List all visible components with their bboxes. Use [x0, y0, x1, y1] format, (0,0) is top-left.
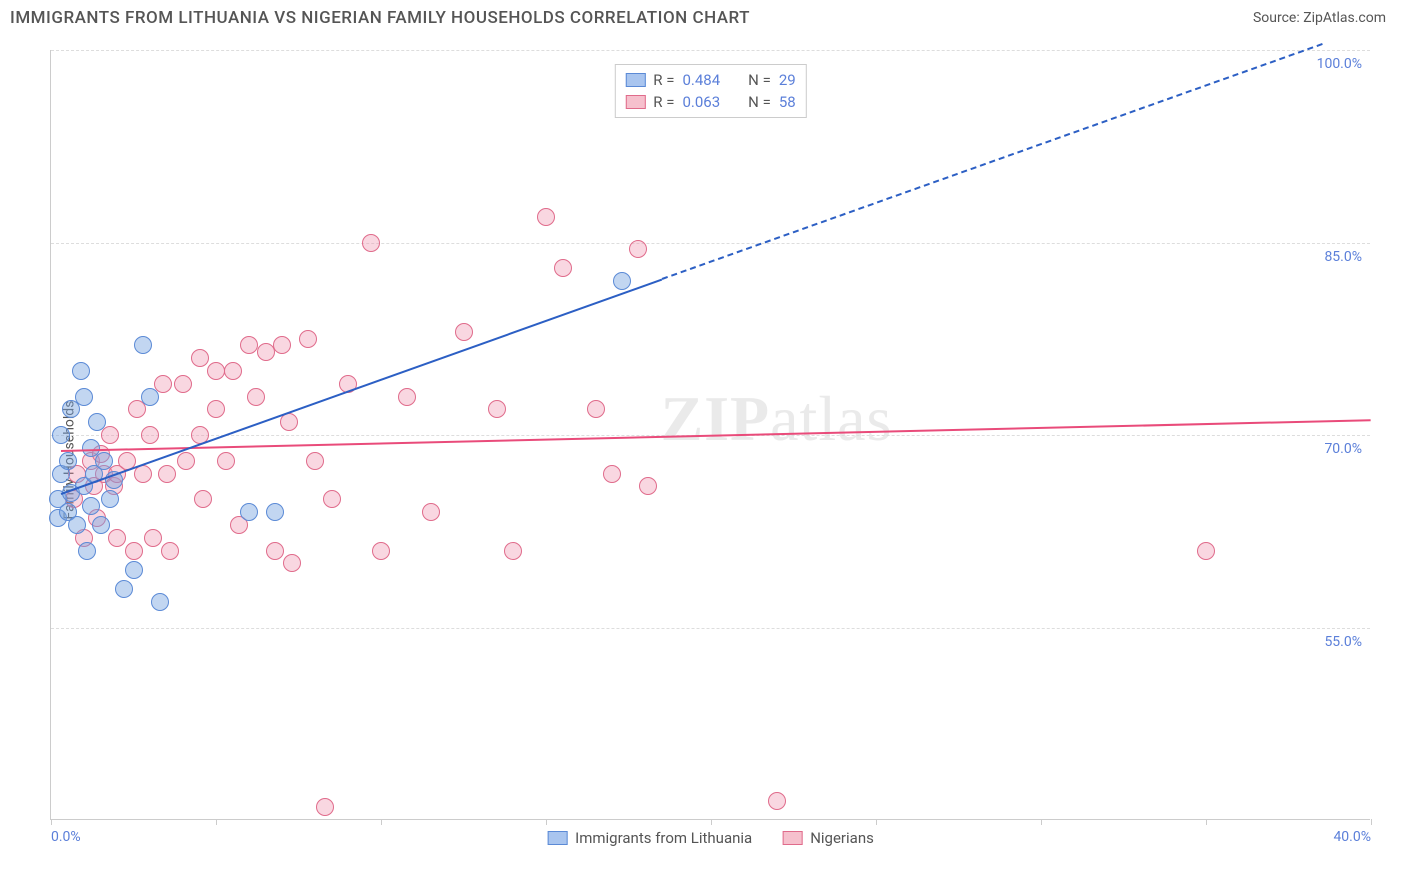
- scatter-point: [504, 542, 522, 560]
- scatter-point: [266, 542, 284, 560]
- scatter-point: [316, 798, 334, 816]
- scatter-point: [587, 400, 605, 418]
- scatter-point: [273, 336, 291, 354]
- scatter-point: [554, 259, 572, 277]
- scatter-point: [455, 323, 473, 341]
- scatter-point: [283, 554, 301, 572]
- x-tick: [1371, 819, 1372, 825]
- scatter-point: [52, 426, 70, 444]
- scatter-point: [207, 362, 225, 380]
- scatter-point: [1197, 542, 1215, 560]
- scatter-point: [362, 234, 380, 252]
- y-tick-label: 85.0%: [1324, 249, 1362, 265]
- scatter-point: [158, 465, 176, 483]
- x-tick: [546, 819, 547, 825]
- scatter-point: [134, 336, 152, 354]
- scatter-point: [144, 529, 162, 547]
- scatter-point: [115, 580, 133, 598]
- scatter-point: [422, 503, 440, 521]
- scatter-point: [78, 542, 96, 560]
- scatter-point: [247, 388, 265, 406]
- scatter-point: [174, 375, 192, 393]
- scatter-point: [207, 400, 225, 418]
- swatch-pink-2: [782, 831, 802, 845]
- scatter-point: [217, 452, 235, 470]
- y-tick-label: 55.0%: [1324, 634, 1362, 650]
- scatter-point: [613, 272, 631, 290]
- x-tick: [51, 819, 52, 825]
- plot-region: ZIPatlas R = 0.484 N = 29 R = 0.063 N = …: [50, 50, 1370, 820]
- scatter-point: [240, 503, 258, 521]
- scatter-point: [108, 529, 126, 547]
- gridline: [51, 50, 1370, 51]
- gridline: [51, 628, 1370, 629]
- scatter-point: [639, 477, 657, 495]
- scatter-point: [59, 452, 77, 470]
- scatter-point: [224, 362, 242, 380]
- gridline: [51, 243, 1370, 244]
- legend-item-pink: Nigerians: [782, 829, 874, 847]
- x-tick-label: 40.0%: [1333, 829, 1371, 845]
- scatter-point: [537, 208, 555, 226]
- scatter-point: [151, 593, 169, 611]
- scatter-point: [266, 503, 284, 521]
- legend-correlation: R = 0.484 N = 29 R = 0.063 N = 58: [614, 64, 806, 118]
- x-tick: [1206, 819, 1207, 825]
- chart-area: Family Households ZIPatlas R = 0.484 N =…: [10, 40, 1396, 880]
- legend-series: Immigrants from Lithuania Nigerians: [547, 829, 874, 847]
- scatter-point: [257, 343, 275, 361]
- legend-row-pink: R = 0.063 N = 58: [625, 91, 795, 113]
- swatch-blue: [625, 73, 645, 87]
- legend-row-blue: R = 0.484 N = 29: [625, 69, 795, 91]
- scatter-point: [125, 561, 143, 579]
- chart-title: IMMIGRANTS FROM LITHUANIA VS NIGERIAN FA…: [10, 8, 750, 28]
- x-tick-label: 0.0%: [51, 829, 81, 845]
- scatter-point: [191, 349, 209, 367]
- scatter-point: [88, 413, 106, 431]
- scatter-point: [82, 497, 100, 515]
- scatter-point: [161, 542, 179, 560]
- scatter-point: [101, 426, 119, 444]
- scatter-point: [372, 542, 390, 560]
- x-tick: [876, 819, 877, 825]
- chart-source: Source: ZipAtlas.com: [1253, 10, 1386, 26]
- scatter-point: [101, 490, 119, 508]
- chart-header: IMMIGRANTS FROM LITHUANIA VS NIGERIAN FA…: [0, 0, 1406, 36]
- x-tick: [711, 819, 712, 825]
- scatter-point: [603, 465, 621, 483]
- swatch-blue-2: [547, 831, 567, 845]
- y-tick-label: 70.0%: [1324, 441, 1362, 457]
- scatter-point: [125, 542, 143, 560]
- x-tick: [1041, 819, 1042, 825]
- scatter-point: [75, 388, 93, 406]
- scatter-point: [68, 516, 86, 534]
- scatter-point: [72, 362, 90, 380]
- x-tick: [381, 819, 382, 825]
- scatter-point: [95, 452, 113, 470]
- scatter-point: [141, 426, 159, 444]
- scatter-point: [141, 388, 159, 406]
- y-tick-label: 100.0%: [1317, 56, 1362, 72]
- scatter-point: [177, 452, 195, 470]
- scatter-point: [488, 400, 506, 418]
- scatter-point: [398, 388, 416, 406]
- scatter-point: [299, 330, 317, 348]
- swatch-pink: [625, 95, 645, 109]
- watermark: ZIPatlas: [660, 382, 892, 456]
- scatter-point: [194, 490, 212, 508]
- scatter-point: [240, 336, 258, 354]
- scatter-point: [768, 792, 786, 810]
- scatter-point: [92, 516, 110, 534]
- legend-item-blue: Immigrants from Lithuania: [547, 829, 752, 847]
- scatter-point: [323, 490, 341, 508]
- x-tick: [216, 819, 217, 825]
- scatter-point: [306, 452, 324, 470]
- scatter-point: [629, 240, 647, 258]
